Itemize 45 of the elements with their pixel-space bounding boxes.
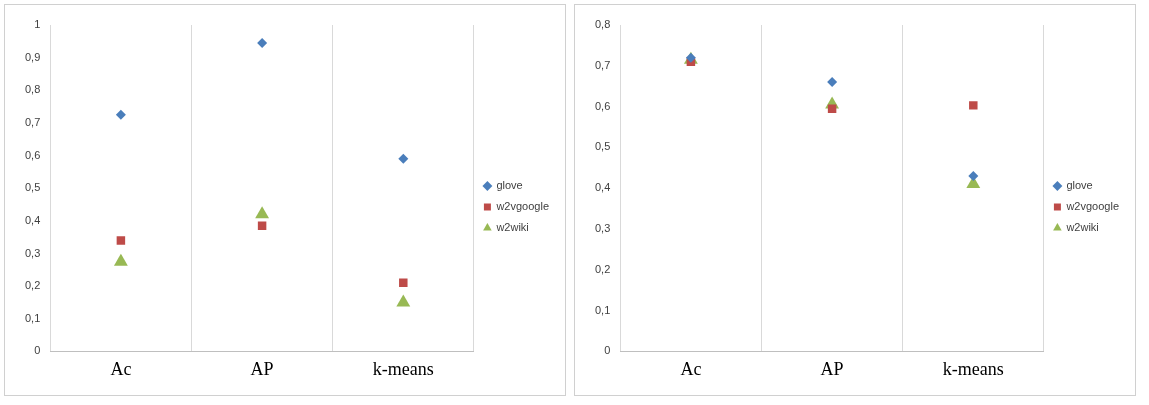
point — [115, 109, 126, 120]
y-tick-label: 1 — [34, 18, 41, 31]
legend-label: glove — [1066, 179, 1093, 192]
y-tick-label: 0,8 — [24, 83, 41, 96]
point — [398, 153, 409, 164]
legend-label: w2vgoogle — [1065, 200, 1119, 213]
legend-label: glove — [496, 179, 523, 192]
y-tick-label: 0,3 — [594, 222, 611, 235]
legend-label: w2wiki — [1065, 221, 1099, 234]
point — [257, 37, 268, 48]
y-tick-label: 0,2 — [594, 262, 611, 275]
y-tick-label: 0 — [604, 344, 611, 357]
point — [113, 253, 128, 266]
x-tick-label: k-means — [372, 358, 434, 379]
x-tick-label: AP — [250, 358, 274, 379]
y-tick-label: 0,4 — [24, 213, 41, 226]
y-tick-label: 0,7 — [24, 115, 41, 128]
point — [827, 104, 837, 113]
x-tick-label: Ac — [680, 358, 702, 379]
y-tick-label: 0,6 — [594, 99, 611, 112]
y-tick-label: 0,8 — [594, 18, 611, 31]
point — [399, 278, 408, 288]
legend-label: w2wiki — [495, 221, 529, 234]
point — [257, 221, 267, 230]
point — [396, 294, 411, 307]
x-tick-label: AP — [820, 358, 844, 379]
y-tick-label: 0,2 — [24, 279, 41, 292]
y-tick-label: 0 — [34, 344, 41, 357]
y-tick-label: 0,5 — [594, 140, 611, 153]
y-tick-label: 0,4 — [594, 181, 611, 194]
point — [969, 101, 978, 110]
x-tick-label: k-means — [942, 358, 1004, 379]
point — [255, 206, 270, 219]
legend-label: w2vgoogle — [495, 200, 549, 213]
y-tick-label: 0,3 — [24, 246, 41, 259]
point — [116, 236, 126, 245]
point — [827, 77, 838, 88]
y-tick-label: 0,7 — [594, 58, 611, 71]
y-tick-label: 0,5 — [24, 181, 41, 194]
y-tick-label: 0,1 — [594, 303, 611, 316]
point — [968, 170, 979, 181]
y-tick-label: 0,1 — [24, 311, 41, 324]
x-tick-label: Ac — [110, 358, 132, 379]
y-tick-label: 0,9 — [24, 50, 41, 63]
y-tick-label: 0,6 — [24, 148, 41, 161]
